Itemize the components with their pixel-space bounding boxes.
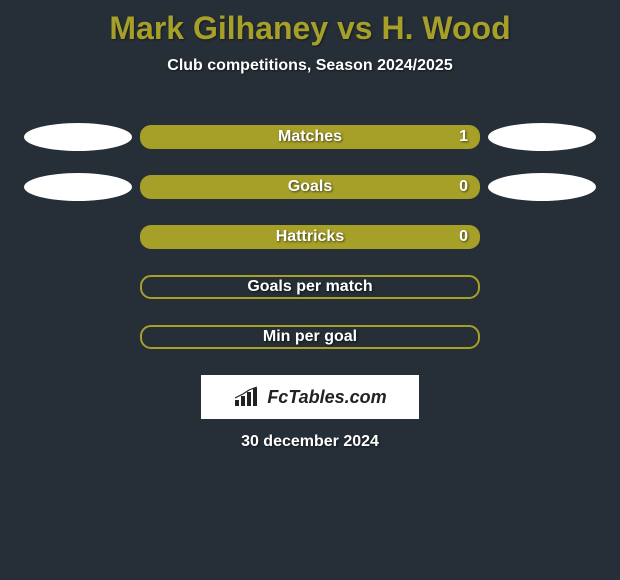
page-title: Mark Gilhaney vs H. Wood [0,0,620,47]
player-left-ellipse [24,123,132,151]
stats-rows: Matches 1 Goals 0 Hattricks 0 Goals per match M… [0,123,620,351]
stat-bar: Min per goal [140,325,480,349]
stat-row: Matches 1 [0,123,620,151]
logo-box: FcTables.com [201,375,419,419]
stat-bar: Goals 0 [140,175,480,199]
stat-label: Matches [278,128,342,146]
stat-value: 1 [459,128,468,146]
logo-text: FcTables.com [267,387,386,408]
player-right-ellipse [488,173,596,201]
stat-label: Goals [288,178,332,196]
stat-label: Hattricks [276,228,344,246]
stat-row: Goals 0 [0,173,620,201]
player-right-ellipse [488,123,596,151]
stat-value: 0 [459,178,468,196]
stat-row: Hattricks 0 [0,223,620,251]
stat-bar: Goals per match [140,275,480,299]
stat-bar: Hattricks 0 [140,225,480,249]
player-left-ellipse [24,173,132,201]
stat-label: Goals per match [247,278,372,296]
stat-value: 0 [459,228,468,246]
date-text: 30 december 2024 [0,433,620,451]
stat-bar: Matches 1 [140,125,480,149]
stat-row: Min per goal [0,323,620,351]
stat-label: Min per goal [263,328,357,346]
bar-chart-icon [233,386,261,408]
page-subtitle: Club competitions, Season 2024/2025 [0,57,620,75]
stat-row: Goals per match [0,273,620,301]
